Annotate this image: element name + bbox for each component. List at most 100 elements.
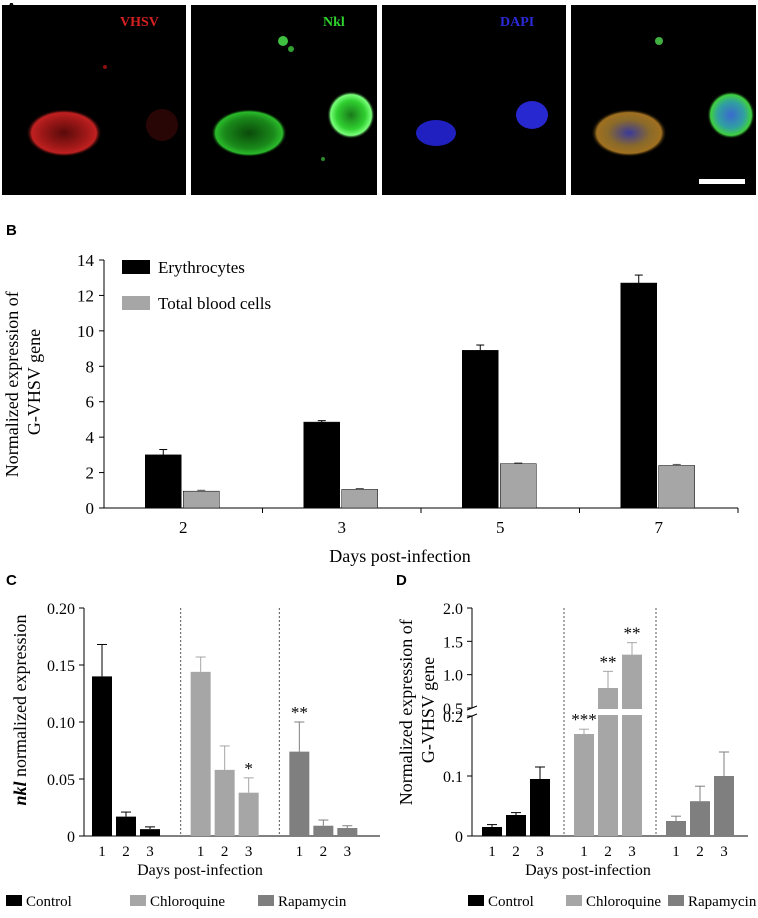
blue-nucleus — [416, 120, 456, 146]
chart-d-legend-label: Rapamycin — [688, 894, 757, 910]
chart-d-legend-swatch — [566, 895, 582, 906]
green-speck — [321, 157, 325, 161]
chart-c-ylabel: nkl normalized expression — [10, 615, 30, 806]
chart-d-bar — [530, 779, 550, 836]
chart-d-ytick-label: 1.0 — [443, 668, 463, 685]
chart-d-legend: Control Chloroquine Rapamycin — [468, 894, 757, 910]
microscopy-panel-dapi: DAPI — [382, 5, 566, 195]
microscopy-panel-vhsv: VHSV — [2, 5, 186, 195]
chart-b-legend-label: Erythrocytes — [158, 258, 245, 277]
chart-d-xtick-label: 1 — [488, 844, 496, 860]
chart-c-xtick-label: 1 — [296, 844, 304, 860]
chart-d-ytick-label: 0.1 — [443, 769, 463, 786]
red-cell-blob — [26, 109, 102, 157]
chart-d-legend-swatch — [468, 895, 484, 906]
chart-c-bar — [92, 676, 112, 836]
chart-b-bar — [462, 350, 499, 509]
chart-b-xtick-label: 3 — [338, 518, 347, 537]
chart-d-significance: ** — [600, 652, 617, 671]
chart-c-legend-label: Chloroquine — [150, 894, 225, 910]
chart-b-xtick-label: 7 — [655, 518, 664, 537]
chart-c-bar — [313, 825, 334, 836]
chart-c-legend-label: Rapamycin — [278, 894, 347, 910]
chart-c-plot-area: 00.050.100.150.201 2 3 1 2*3**1 2 3 — [47, 601, 380, 860]
chart-c-ytick-label: 0.20 — [47, 601, 75, 618]
microscopy-panel-merge — [571, 5, 756, 195]
nkl-micrograph — [211, 36, 375, 161]
nkl-label: Nkl — [323, 15, 345, 30]
chart-b-legend-label: Total blood cells — [158, 294, 271, 313]
chart-d-bar — [714, 776, 734, 836]
chart-c-legend-swatch — [130, 895, 146, 906]
chart-b-bar — [341, 489, 378, 509]
chart-b-ytick-label: 14 — [77, 251, 95, 270]
chart-b-ytick-label: 6 — [86, 393, 95, 412]
dapi-label: DAPI — [500, 15, 535, 30]
chart-b-bar — [145, 454, 182, 509]
chart-c-xtick-label: 3 — [344, 844, 352, 860]
green-speck — [278, 36, 288, 46]
chart-b-ytick-label: 0 — [86, 499, 95, 518]
chart-d-significance: ** — [624, 624, 641, 643]
chart-c-legend-swatch — [6, 895, 22, 906]
chart-d: Normalized expression of G-VHSV gene 0 0.… — [396, 601, 757, 910]
chart-d-bar-break-gap — [621, 709, 643, 715]
chart-d-xtick-label: 2 — [512, 844, 520, 860]
vhsv-micrograph — [26, 65, 178, 157]
chart-c-ytick-label: 0.05 — [47, 772, 75, 789]
chart-d-xtick-label: 3 — [628, 844, 636, 860]
chart-c-ytick-label: 0 — [67, 829, 75, 846]
red-dim-blob — [146, 109, 178, 141]
dapi-micrograph — [416, 101, 548, 146]
chart-b-bar — [183, 490, 220, 509]
chart-b-legend-swatch — [122, 296, 150, 310]
scale-bar — [699, 179, 745, 184]
chart-d-xtick-label: 2 — [696, 844, 704, 860]
chart-b-xlabel: Days post-infection — [329, 546, 470, 566]
chart-c-significance: ** — [291, 703, 308, 722]
chart-d-legend-label: Chloroquine — [586, 894, 661, 910]
panel-letter-d: D — [396, 572, 407, 589]
red-speck — [103, 65, 107, 69]
chart-c-xlabel: Days post-infection — [137, 862, 263, 879]
chart-d-xtick-label: 3 — [720, 844, 728, 860]
chart-b: Normalized expression of G-VHSV gene 0 2 4… — [2, 251, 739, 566]
chart-d-bar — [598, 688, 618, 836]
chart-c-xtick-label: 3 — [245, 844, 253, 860]
chart-b-bar — [620, 282, 657, 509]
chart-d-xtick-label: 3 — [536, 844, 544, 860]
chart-d-xtick-label: 2 — [604, 844, 612, 860]
chart-d-xlabel: Days post-infection — [525, 862, 651, 879]
chart-d-ytick-label: 0.2 — [443, 709, 463, 726]
blue-nucleus — [516, 101, 548, 129]
microscopy-panel-nkl: Nkl — [191, 5, 377, 195]
chart-b-legend-swatch — [122, 260, 150, 274]
chart-d-bar — [622, 654, 642, 836]
chart-d-bar — [506, 815, 526, 836]
chart-c-xtick-label: 2 — [221, 844, 229, 860]
chart-c-ytick-label: 0.10 — [47, 715, 75, 732]
chart-c-ytick-label: 0.15 — [47, 658, 75, 675]
chart-b-ytick-label: 8 — [86, 357, 95, 376]
chart-d-significance: *** — [571, 710, 597, 729]
chart-c-ylabel-text: normalized expression — [10, 615, 30, 777]
chart-c-legend-swatch — [258, 895, 274, 906]
chart-d-plot-area: 00.10.20.51.01.52.01 2 3***1**2**3 1 2 3 — [443, 601, 748, 860]
chart-c-bar — [116, 816, 136, 836]
green-bright-cell — [327, 91, 375, 139]
merged-bright-cell — [707, 91, 755, 139]
chart-b-bar — [658, 465, 695, 509]
merge-micrograph — [591, 37, 755, 184]
chart-c-xtick-label: 2 — [320, 844, 328, 860]
chart-c-legend-label: Control — [26, 894, 72, 910]
chart-b-xtick-label: 5 — [496, 518, 505, 537]
chart-d-bar — [690, 801, 710, 836]
green-speck — [288, 46, 294, 52]
chart-b-ytick-label: 10 — [77, 322, 94, 341]
chart-d-ylabel-line1: Normalized expression of — [396, 619, 416, 805]
chart-c-xtick-label: 3 — [146, 844, 154, 860]
chart-d-xtick-label: 1 — [580, 844, 588, 860]
chart-c-bar — [238, 792, 259, 836]
chart-b-ytick-label: 12 — [77, 286, 94, 305]
chart-d-ytick-label: 2.0 — [443, 601, 463, 618]
